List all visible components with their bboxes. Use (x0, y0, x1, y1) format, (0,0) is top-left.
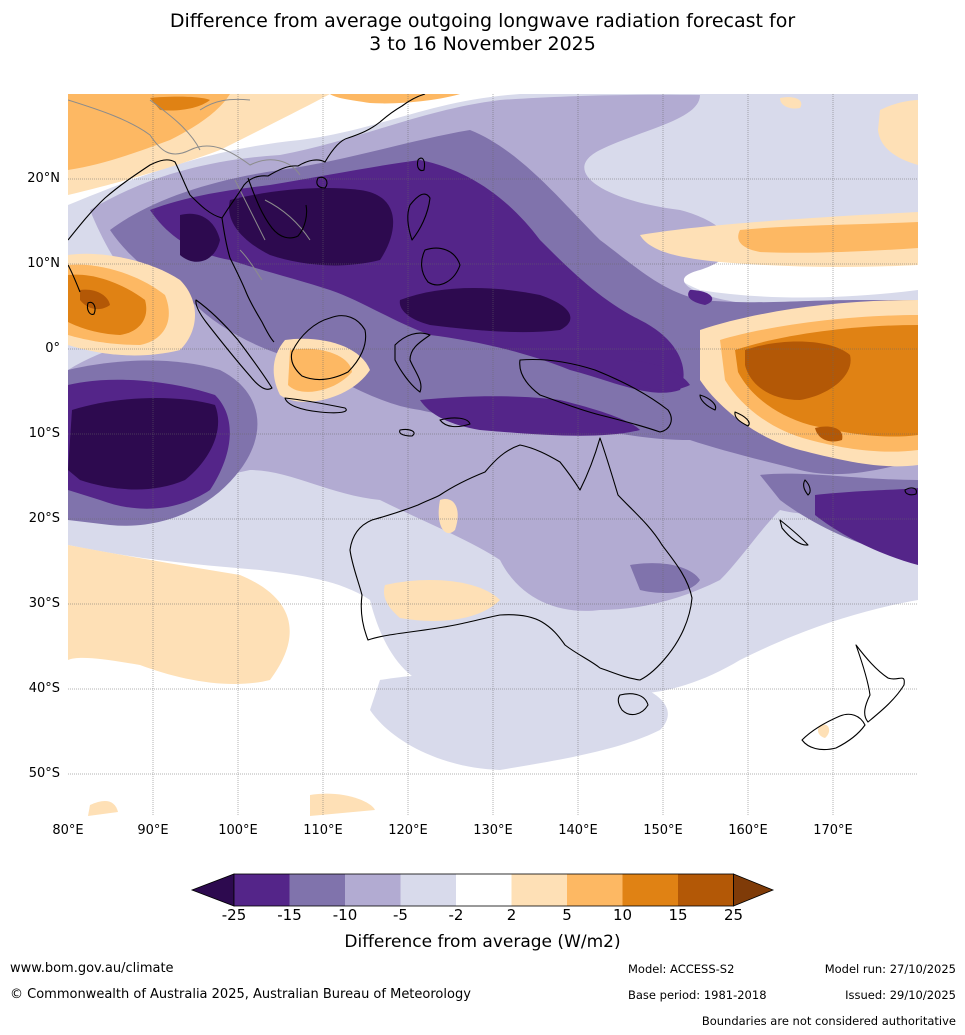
colorbar-label: Difference from average (W/m2) (344, 932, 621, 952)
colorbar-swatch-2 (289, 874, 345, 906)
lon-label-150e: 150°E (643, 823, 683, 838)
colorbar-tick: -5 (393, 906, 408, 924)
lon-label-160e: 160°E (728, 823, 768, 838)
colorbar-swatch-5 (456, 874, 512, 906)
colorbar-frame (233, 873, 734, 907)
colorbar-swatch-3 (345, 874, 401, 906)
lat-label-20n: 20°N (27, 171, 60, 186)
lat-label-30s: 30°S (28, 596, 60, 611)
colorbar-tick: -2 (448, 906, 464, 924)
olr-anomaly-map (68, 94, 918, 816)
colorbar-swatch-9 (678, 874, 734, 906)
lat-label-10s: 10°S (28, 426, 60, 441)
gridlines (68, 94, 918, 816)
lon-label-170e: 170°E (813, 823, 853, 838)
lat-label-10n: 10°N (27, 256, 60, 271)
title-line-1: Difference from average outgoing longwav… (169, 10, 796, 32)
colorbar-swatch-4 (400, 874, 456, 906)
colorbar-tick: -10 (332, 906, 358, 924)
anomaly-band-le-minus25 (68, 188, 571, 490)
lat-label-0: 0° (45, 341, 60, 356)
colorbar-swatch-8 (622, 874, 678, 906)
colorbar-tick: 10 (612, 906, 633, 924)
chart-title: Difference from average outgoing longwav… (0, 10, 965, 56)
model-run-text: Model run: 27/10/2025 (824, 962, 956, 976)
colorbar-tick: 5 (562, 906, 572, 924)
colorbar-extend-low (190, 873, 235, 907)
lon-label-90e: 90°E (137, 823, 169, 838)
copyright-text: © Commonwealth of Australia 2025, Austra… (10, 987, 471, 1002)
lon-label-80e: 80°E (52, 823, 84, 838)
colorbar (190, 873, 775, 907)
lon-label-120e: 120°E (388, 823, 428, 838)
colorbar-tick: -15 (277, 906, 302, 924)
title-line-2: 3 to 16 November 2025 (369, 33, 596, 55)
colorbar-tick: 25 (723, 906, 744, 924)
lon-label-130e: 130°E (473, 823, 513, 838)
lat-label-50s: 50°S (28, 766, 60, 781)
colorbar-swatch-7 (567, 874, 623, 906)
colorbar-extend-high (733, 873, 775, 907)
colorbar-tick: 2 (506, 906, 517, 924)
colorbar-swatch-6 (511, 874, 567, 906)
lat-label-20s: 20°S (28, 511, 60, 526)
website-link[interactable]: www.bom.gov.au/climate (10, 961, 174, 976)
issued-text: Issued: 29/10/2025 (845, 988, 956, 1002)
base-period-text: Base period: 1981-2018 (628, 988, 767, 1002)
lat-label-40s: 40°S (28, 681, 60, 696)
country-borders (68, 98, 311, 281)
model-text: Model: ACCESS-S2 (628, 962, 735, 976)
disclaimer-text: Boundaries are not considered authoritat… (701, 1014, 956, 1028)
coastlines (68, 94, 917, 751)
colorbar-tick: 15 (668, 906, 688, 924)
colorbar-swatch-1 (234, 874, 290, 906)
colorbar-tick: -25 (221, 906, 247, 924)
lon-label-110e: 110°E (303, 823, 343, 838)
map-plot-area (68, 94, 918, 816)
lon-label-100e: 100°E (218, 823, 258, 838)
lon-label-140e: 140°E (558, 823, 598, 838)
